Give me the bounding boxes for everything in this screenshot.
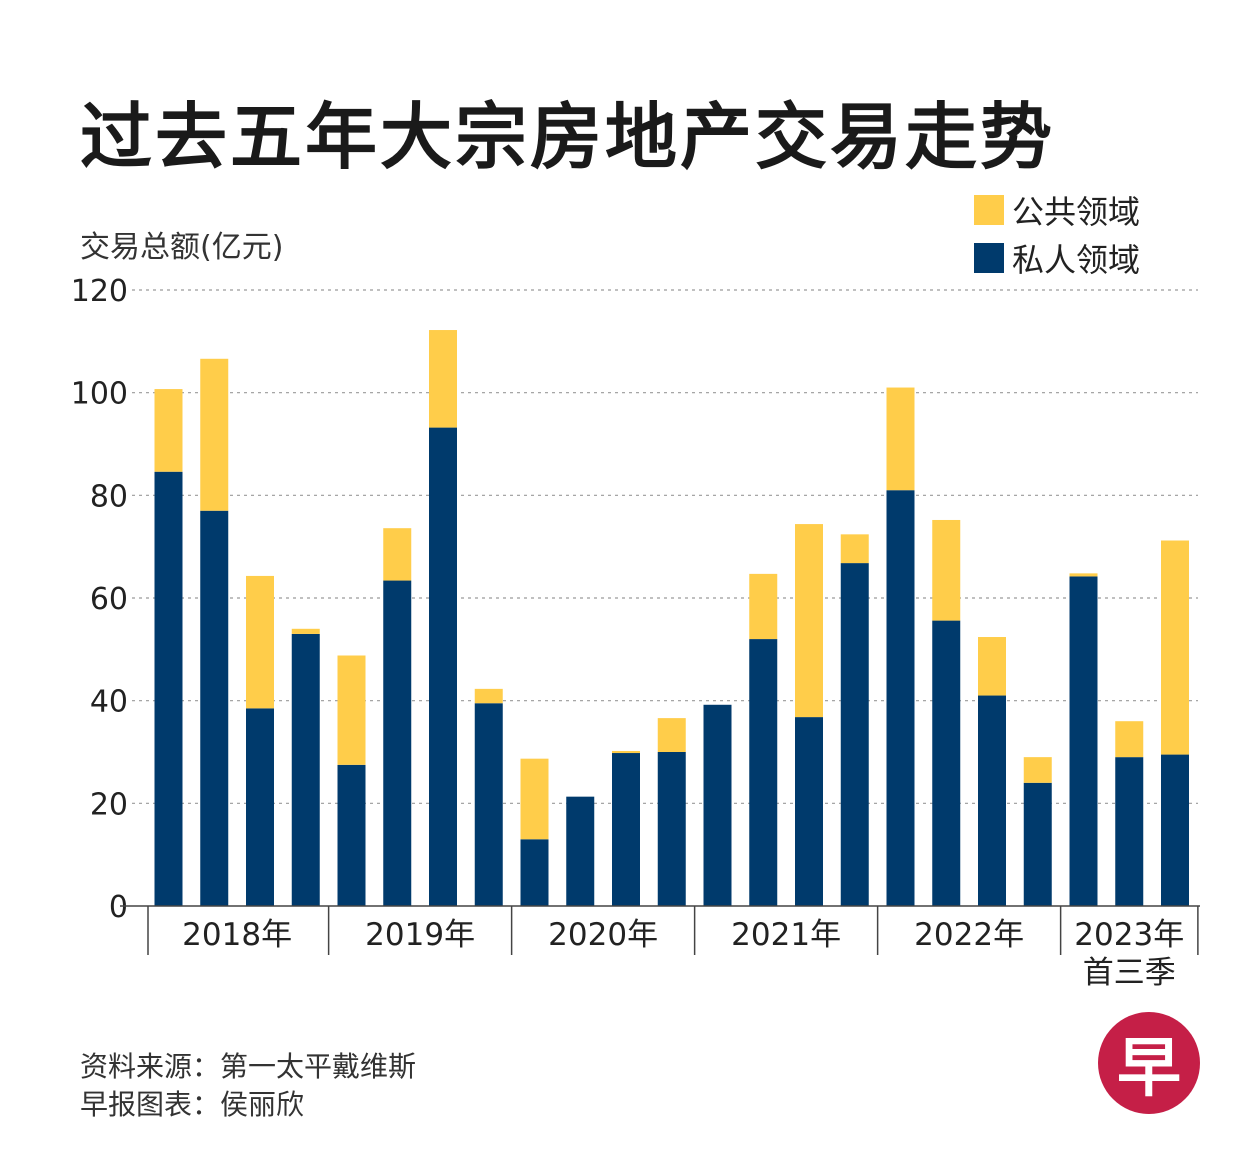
- bar-private-15: [795, 717, 823, 906]
- y-tick-label-40: 40: [90, 685, 128, 720]
- bar-private-14: [749, 639, 778, 906]
- y-tick-label-0: 0: [109, 890, 128, 925]
- legend-item-public: 公共领域: [974, 186, 1140, 234]
- y-tick-label-80: 80: [90, 479, 128, 514]
- bar-public-22: [1115, 721, 1144, 758]
- bar-public-17: [886, 387, 915, 491]
- legend: 公共领域 私人领域: [974, 186, 1140, 282]
- bar-private-21: [1069, 576, 1098, 906]
- bar-private-8: [474, 703, 503, 906]
- y-tick-label-100: 100: [71, 377, 128, 412]
- chart-title: 过去五年大宗房地产交易走势: [80, 95, 1056, 179]
- bar-private-12: [657, 752, 686, 906]
- bar-public-23: [1161, 540, 1189, 755]
- y-tick-label-20: 20: [90, 787, 128, 822]
- legend-label-private: 私人领域: [1012, 241, 1141, 279]
- bar-public-6: [383, 528, 412, 581]
- bar-public-11: [612, 750, 640, 754]
- bar-public-9: [520, 758, 549, 840]
- bar-public-18: [932, 519, 961, 621]
- x-group-label-3: 2020年: [548, 917, 658, 953]
- bar-private-11: [612, 753, 640, 906]
- bar-public-3: [246, 575, 274, 709]
- legend-swatch-public: [974, 195, 1004, 225]
- x-group-label-4: 2021年: [731, 917, 841, 953]
- y-tick-label-120: 120: [71, 274, 128, 309]
- bar-public-16: [840, 534, 869, 564]
- source-line: 资料来源：第一太平戴维斯: [80, 1050, 417, 1083]
- bar-public-8: [474, 688, 503, 704]
- bar-private-10: [566, 796, 595, 906]
- bar-private-7: [429, 427, 457, 906]
- x-group-label-6-line2: 首三季: [1083, 955, 1176, 991]
- bar-public-4: [291, 628, 320, 634]
- bar-public-21: [1069, 573, 1098, 577]
- y-axis-label: 交易总额(亿元): [80, 230, 284, 265]
- bar-private-20: [1023, 782, 1052, 906]
- bar-private-6: [383, 580, 412, 906]
- bar-public-1: [154, 389, 183, 472]
- bar-private-3: [246, 708, 274, 906]
- source-block: 资料来源：第一太平戴维斯 早报图表：侯丽欣: [80, 1048, 416, 1124]
- bar-private-22: [1115, 757, 1144, 906]
- bar-public-12: [657, 718, 686, 752]
- bar-private-18: [932, 620, 961, 906]
- legend-item-private: 私人领域: [974, 234, 1140, 282]
- zaobao-logo: 早: [1098, 1012, 1200, 1114]
- bar-public-5: [337, 655, 366, 765]
- bar-public-20: [1023, 757, 1052, 783]
- x-group-label-1: 2018年: [182, 917, 292, 953]
- bar-private-13: [703, 704, 732, 906]
- bar-private-19: [978, 695, 1006, 906]
- bar-public-19: [978, 637, 1006, 696]
- x-group-label-6: 2023年: [1074, 917, 1184, 953]
- bar-private-1: [154, 471, 183, 906]
- legend-label-public: 公共领域: [1012, 193, 1141, 231]
- bar-private-9: [520, 839, 549, 906]
- y-tick-label-60: 60: [90, 582, 128, 617]
- bar-private-23: [1161, 754, 1189, 906]
- credit-line: 早报图表：侯丽欣: [80, 1088, 305, 1121]
- bar-public-15: [795, 524, 823, 718]
- bar-private-17: [886, 490, 915, 906]
- bar-public-7: [429, 330, 457, 428]
- bar-private-16: [840, 563, 869, 906]
- x-group-label-5: 2022年: [914, 917, 1024, 953]
- x-group-label-2: 2019年: [365, 917, 475, 953]
- bar-private-2: [200, 510, 229, 906]
- bar-private-4: [291, 633, 320, 906]
- bar-private-5: [337, 764, 366, 906]
- legend-swatch-private: [974, 243, 1004, 273]
- bar-public-14: [749, 573, 778, 640]
- bar-public-2: [200, 358, 229, 511]
